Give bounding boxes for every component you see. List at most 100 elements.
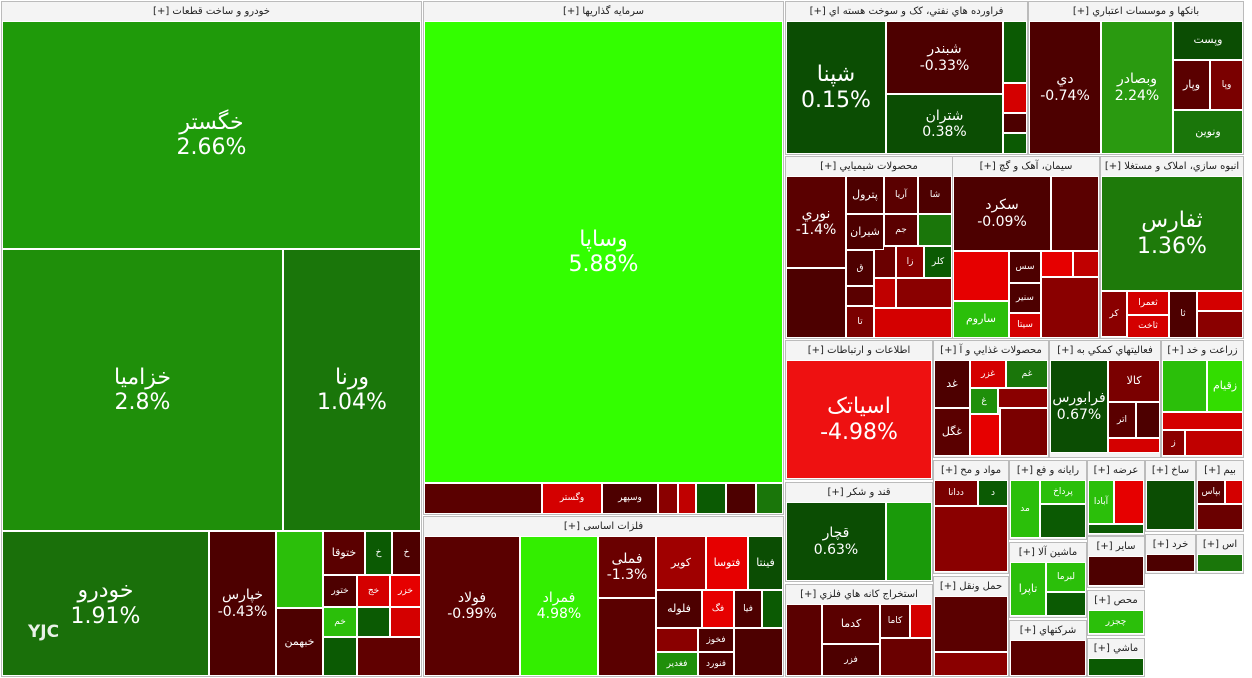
stock-tile[interactable]: فرابورس 0.67% [1050,360,1108,453]
sector-title[interactable]: فعاليتهاي كمكي به [+] [1057,345,1153,356]
stock-tile[interactable]: شبندر -0.33% [886,21,1003,94]
stock-tile[interactable]: فمراد 4.98% [520,536,598,676]
stock-tile[interactable]: فینتا [748,536,783,590]
stock-tile[interactable]: شيران [846,214,884,250]
stock-tile[interactable]: کویر [656,536,706,590]
stock-tile[interactable]: ثعمرا [1127,291,1169,315]
stock-tile[interactable]: خپارس -0.43% [209,531,276,676]
sector-title[interactable]: محصولات غذايي و آ [+] [940,345,1042,356]
stock-tile[interactable]: غد [934,360,970,408]
sector-title[interactable]: محصولات شيميايي [+] [820,161,918,172]
stock-tile[interactable]: زا [896,246,924,278]
sector-title[interactable]: اطلاعات و ارتباطات [+] [807,345,911,356]
stock-tile[interactable]: سنير [1009,283,1041,313]
stock-tile[interactable]: خ [392,531,421,575]
stock-tile[interactable]: فزر [822,644,880,676]
stock-tile[interactable]: فولاد -0.99% [424,536,520,676]
stock-tile[interactable]: اسياتک -4.98% [786,360,932,479]
stock-tile[interactable]: ختوقا [323,531,365,575]
stock-tile[interactable]: آبادا [1088,480,1114,524]
sector-title[interactable]: حمل ونقل [+] [939,581,1003,592]
sector-title[interactable]: عرضه [+] [1093,465,1139,476]
stock-tile[interactable]: ثا [1169,291,1197,338]
stock-tile[interactable]: ثاخت [1127,315,1169,338]
sector-title[interactable]: زراعت و خد [+] [1167,345,1238,356]
stock-tile[interactable]: ق [846,250,874,286]
stock-tile[interactable]: آريا [884,176,918,214]
stock-tile[interactable]: سس [1009,251,1041,283]
sector-title[interactable]: فلزات اساسی [+] [563,521,644,532]
stock-tile[interactable]: سيتا [1009,313,1041,338]
stock-tile[interactable]: پرداخ [1040,480,1086,504]
sector-title[interactable]: فراورده هاي نفتي، كک و سوخت هسته اي [+] [809,6,1004,17]
sector-title[interactable]: رايانه و فع [+] [1016,465,1080,476]
stock-tile[interactable]: فخوز [698,628,734,652]
stock-tile[interactable]: غ [970,388,998,414]
sector-title[interactable]: استخراج كانه هاي فلزي [+] [800,589,918,600]
stock-tile[interactable]: كر [1101,291,1127,337]
stock-tile[interactable]: غم [1006,360,1048,388]
stock-tile[interactable]: كالا [1108,360,1160,402]
stock-tile[interactable]: وبصادر 2.24% [1101,21,1173,154]
stock-tile[interactable]: خم [323,607,357,637]
stock-tile[interactable]: كدما [822,604,880,644]
sector-title[interactable]: اس [+] [1202,539,1238,550]
stock-tile[interactable]: د [978,480,1008,506]
stock-tile[interactable]: ختور [323,575,357,607]
stock-tile[interactable]: لبرما [1046,562,1086,592]
stock-tile[interactable]: زقيام [1207,360,1243,412]
sector-title[interactable]: سرمایه گذاریها [+] [562,6,645,17]
sector-title[interactable]: محص [+] [1094,595,1138,606]
stock-tile[interactable]: اتر [1108,402,1136,438]
stock-tile[interactable]: وپست [1173,21,1243,60]
stock-tile[interactable]: جم [884,214,918,246]
stock-tile[interactable]: خزامیا 2.8% [2,249,283,531]
sector-title[interactable]: خرد [+] [1152,539,1189,550]
sector-title[interactable]: بيم [+] [1204,465,1236,476]
sector-title[interactable]: ماشين آلا [+] [1018,547,1078,558]
sector-title[interactable]: ساير [+] [1096,541,1136,552]
stock-tile[interactable]: ثفارس 1.36% [1101,176,1243,291]
stock-tile[interactable]: فغدیر [656,652,698,676]
sector-title[interactable]: انبوه سازي، املاک و مستغلا [+] [1104,161,1240,172]
stock-tile[interactable]: ونوين [1173,110,1243,154]
stock-tile[interactable]: خ [365,531,392,575]
stock-tile[interactable]: چجزر [1088,610,1144,634]
stock-tile[interactable]: نوري -1.4% [786,176,846,268]
stock-tile[interactable]: شا [918,176,952,214]
stock-tile[interactable]: فگ [702,590,734,628]
stock-tile[interactable]: ددانا [934,480,978,506]
stock-tile[interactable]: خج [357,575,390,607]
stock-tile[interactable]: غگل [934,408,970,456]
stock-tile[interactable]: دي -0.74% [1029,21,1101,154]
stock-tile[interactable]: فتوسا [706,536,748,590]
stock-tile[interactable]: ز [1162,430,1185,456]
stock-tile[interactable]: فلوله [656,590,702,628]
stock-tile[interactable]: فیا [734,590,762,628]
stock-tile[interactable]: وسپهر [602,483,658,514]
sector-title[interactable]: ماشي [+] [1093,643,1139,654]
stock-tile[interactable]: وساپا 5.88% [424,21,783,483]
sector-title[interactable]: ساخ [+] [1151,465,1190,476]
stock-tile[interactable]: خودرو 1.91% [2,531,209,676]
stock-tile[interactable]: وپا [1210,60,1243,110]
stock-tile[interactable]: وگستر [542,483,602,514]
sector-title[interactable]: سيمان، آهک و گچ [+] [979,161,1073,172]
stock-tile[interactable]: خزر [390,575,421,607]
stock-tile[interactable]: تا [846,306,874,338]
sector-title[interactable]: خودرو و ساخت قطعات [+] [153,6,270,17]
sector-title[interactable]: شركتهاي [+] [1019,625,1077,636]
stock-tile[interactable]: وپار [1173,60,1210,110]
sector-title[interactable]: بانكها و موسسات اعتباري [+] [1072,6,1200,17]
stock-tile[interactable]: شپنا 0.15% [786,21,886,154]
stock-tile[interactable]: بپاس [1197,480,1225,504]
stock-tile[interactable]: ساروم [953,301,1009,338]
stock-tile[interactable]: سكرد -0.09% [953,176,1051,251]
stock-tile[interactable]: كاما [880,604,910,638]
stock-tile[interactable]: فملی -1.3% [598,536,656,598]
stock-tile[interactable]: پترول [846,176,884,214]
stock-tile[interactable]: خگستر 2.66% [2,21,421,249]
stock-tile[interactable]: شتران 0.38% [886,94,1003,154]
stock-tile[interactable]: خبهمن [276,608,323,676]
stock-tile[interactable]: كلر [924,246,952,278]
